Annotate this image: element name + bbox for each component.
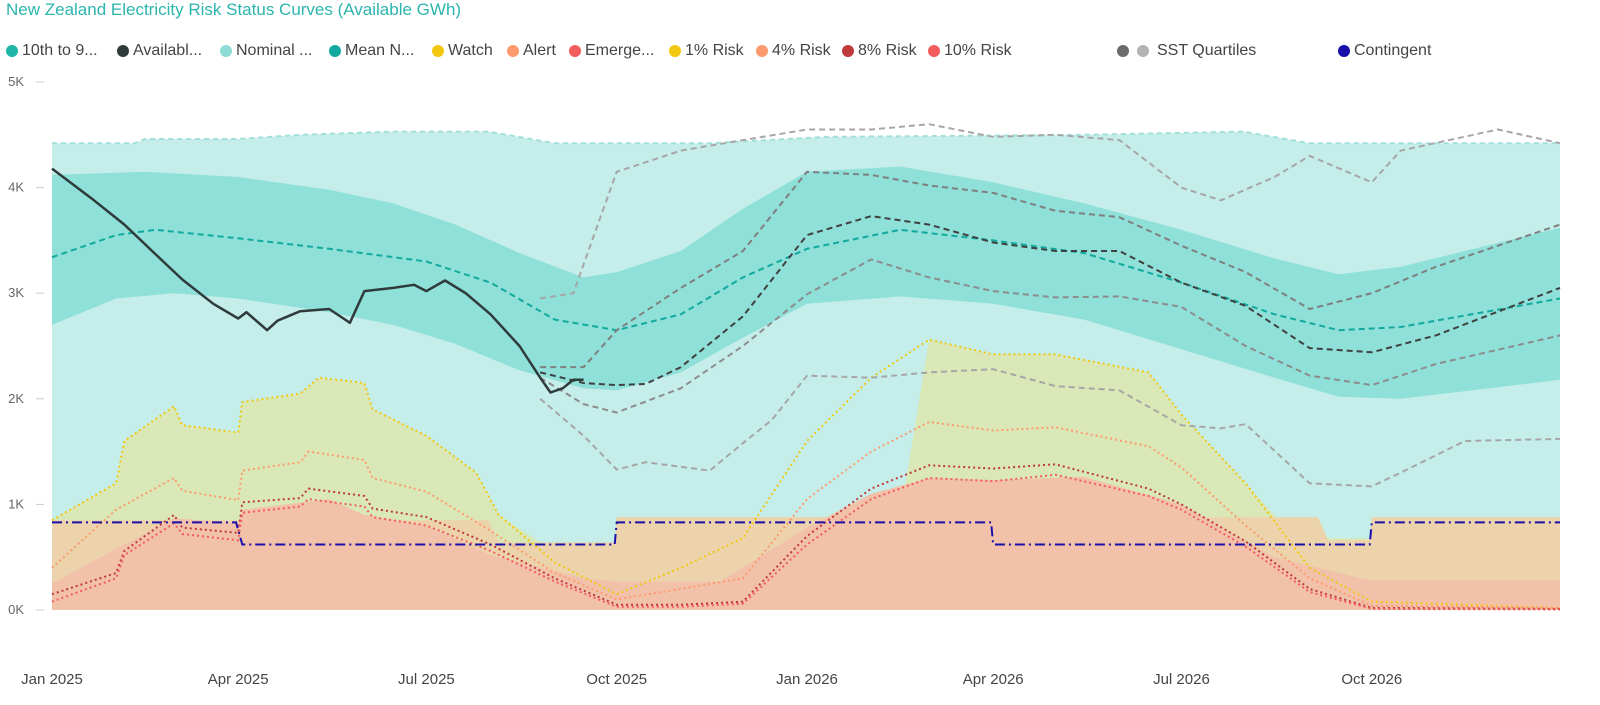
legend-item-4pct-risk[interactable]: 4% Risk — [756, 42, 831, 60]
legend-item-mean-nominal[interactable]: Mean N... — [329, 42, 414, 60]
legend-dot-icon — [6, 45, 18, 57]
legend-label: 4% Risk — [772, 42, 831, 59]
legend-dot-icon — [842, 45, 854, 57]
y-tick-label: 2K — [8, 391, 24, 406]
x-tick-label: Oct 2026 — [1341, 671, 1402, 688]
p10-p90-band — [52, 166, 1560, 399]
x-tick-label: Jan 2026 — [776, 671, 838, 688]
y-tick-label: 1K — [8, 496, 24, 511]
sst-q1-line — [540, 123, 1561, 300]
legend-item-sst-quartiles[interactable]: SST Quartiles — [1117, 42, 1256, 60]
legend-dot-icon — [1117, 45, 1129, 57]
available-line — [51, 167, 584, 394]
legend-label: 8% Risk — [858, 42, 917, 59]
line-layer — [51, 123, 1561, 611]
legend-dot-icon — [507, 45, 519, 57]
y-tick-label: 3K — [8, 285, 24, 300]
contingent-line — [52, 521, 1560, 546]
legend-item-8pct-risk[interactable]: 8% Risk — [842, 42, 917, 60]
chart-title: New Zealand Electricity Risk Status Curv… — [6, 0, 462, 19]
legend-dot-icon — [432, 45, 444, 57]
y-tick-label: 4K — [8, 180, 24, 195]
risk-1-line — [51, 338, 1561, 609]
legend-label: Emerge... — [585, 42, 655, 59]
legend-label: Mean N... — [345, 42, 415, 59]
sst-q3-line — [539, 215, 1561, 387]
legend-dot-icon — [569, 45, 581, 57]
risk-8-line — [51, 463, 1561, 610]
x-tick-label: Oct 2025 — [586, 671, 647, 688]
emergency-area — [52, 476, 1560, 610]
legend-dot-icon — [117, 45, 129, 57]
legend-label: Alert — [523, 42, 556, 59]
legend-dot-icon — [220, 45, 232, 57]
legend-dot-icon — [669, 45, 681, 57]
x-tick-label: Apr 2026 — [963, 671, 1024, 688]
legend-item-alert[interactable]: Alert — [507, 42, 556, 60]
legend-label: 10% Risk — [944, 42, 1012, 59]
nominal-top-line — [52, 130, 1560, 145]
legend-label: Availabl... — [133, 42, 203, 59]
axis-layer: 0K 1K 2K 3K 4K 5K Jan 2025 Apr 2025 Jul 2025 Oct … — [8, 74, 1402, 688]
risk-10-line — [51, 473, 1561, 611]
risk-4-line — [51, 420, 1561, 609]
y-tick-label: 0K — [8, 602, 24, 617]
legend-item-1pct-risk[interactable]: 1% Risk — [669, 42, 744, 60]
y-tick-label: 5K — [8, 74, 24, 89]
x-tick-label: Jul 2025 — [398, 671, 455, 688]
legend-item-available[interactable]: Availabl... — [117, 42, 202, 60]
legend-dot-icon — [329, 45, 341, 57]
legend-item-watch[interactable]: Watch — [432, 42, 493, 60]
sst-q4-line — [539, 258, 1561, 414]
area-layer — [52, 131, 1560, 610]
legend-label: 1% Risk — [685, 42, 744, 59]
legend-dot-icon — [1137, 45, 1149, 57]
legend-label: 10th to 9... — [22, 42, 98, 59]
chart-plot: 0K 1K 2K 3K 4K 5K Jan 2025 Apr 2025 Jul 2025 Oct … — [8, 74, 1561, 688]
legend-item-nominal[interactable]: Nominal ... — [220, 42, 312, 60]
legend-item-contingent[interactable]: Contingent — [1338, 42, 1431, 60]
legend-dot-icon — [1338, 45, 1350, 57]
legend-dot-icon — [928, 45, 940, 57]
sst-q5-line — [539, 368, 1561, 488]
legend-dot-icon — [756, 45, 768, 57]
legend-label: Nominal ... — [236, 42, 313, 59]
legend-label: Watch — [448, 42, 493, 59]
legend-item-10pct-risk[interactable]: 10% Risk — [928, 42, 1012, 60]
sst-q2-line — [540, 170, 1561, 369]
legend-item-10th-to-90th[interactable]: 10th to 9... — [6, 42, 98, 60]
x-tick-label: Jan 2025 — [21, 671, 83, 688]
legend-label: SST Quartiles — [1157, 42, 1257, 59]
legend-item-emergency[interactable]: Emerge... — [569, 42, 654, 60]
mean-nominal-line — [51, 228, 1561, 332]
legend-label: Contingent — [1354, 42, 1432, 59]
x-tick-label: Apr 2025 — [208, 671, 269, 688]
x-tick-label: Jul 2026 — [1153, 671, 1210, 688]
